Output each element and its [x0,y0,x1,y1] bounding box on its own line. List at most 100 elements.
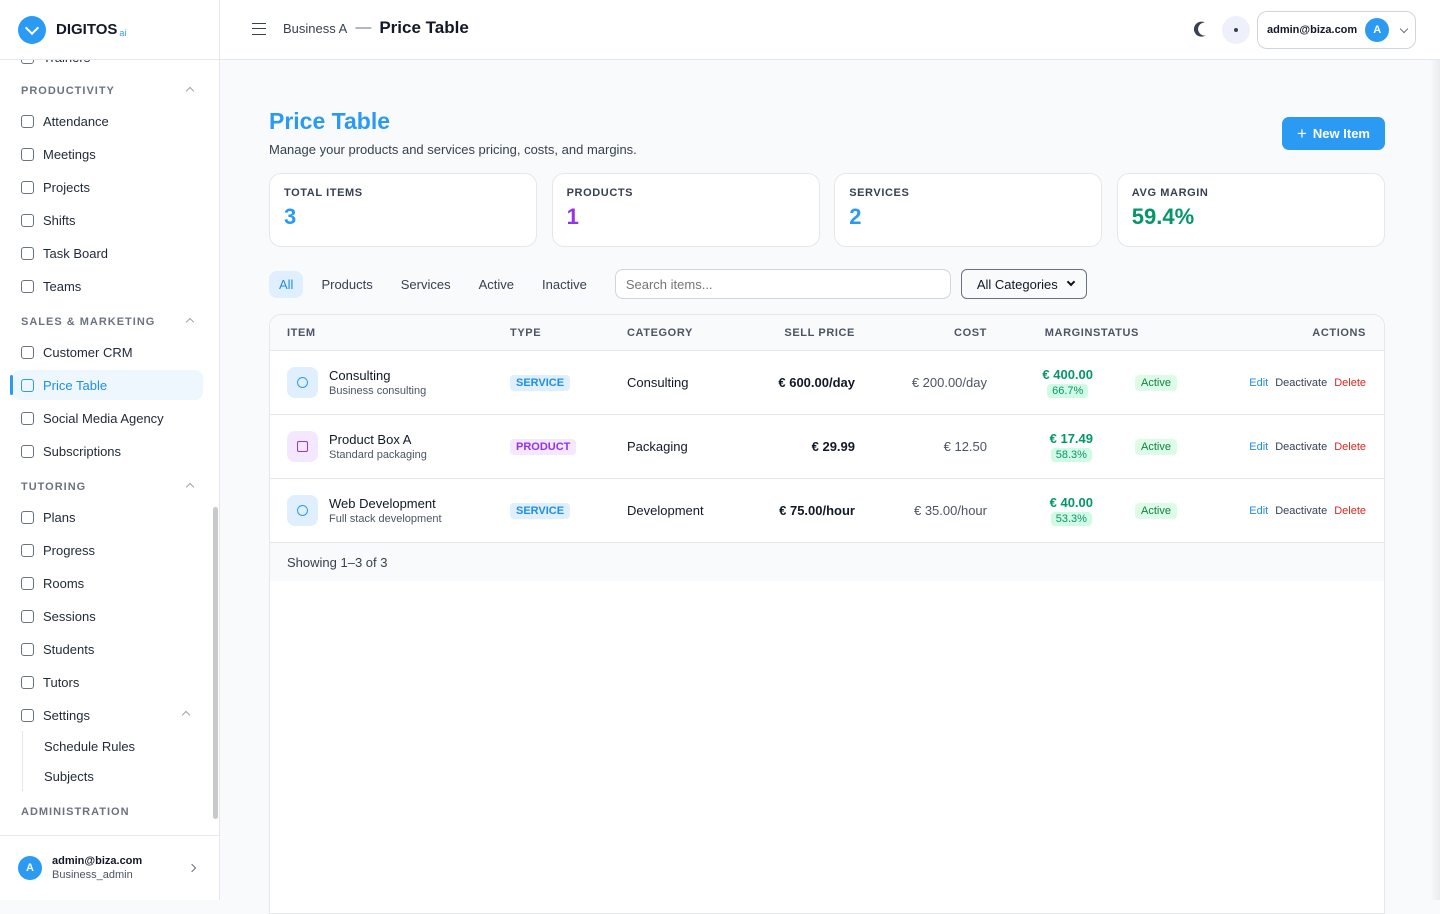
nav-item[interactable]: Plans [12,502,203,532]
nav-item[interactable]: Attendance [12,106,203,136]
sidebar-user[interactable]: A admin@biza.com Business_admin [0,835,219,900]
nav-icon [21,213,34,227]
nav-label: Students [43,641,95,657]
nav-icon [21,279,34,293]
select-label: All Categories [976,276,1058,292]
category-cell: Packaging [627,439,688,454]
nav-item[interactable]: Subscriptions [12,436,203,466]
nav-item[interactable]: Rooms [12,568,203,598]
topbar: Business A — Price Table admin@biza.com … [220,0,1440,60]
theme-toggle[interactable] [1196,21,1213,38]
scrollbar[interactable] [213,507,218,819]
filter-tab[interactable]: Products [321,276,373,292]
action-2[interactable]: Delete [1334,504,1366,517]
section-header[interactable]: SALES & MARKETING [21,316,195,328]
column-header: TYPE [510,326,542,339]
nav-item[interactable]: Settings [12,700,203,730]
item-description: Business consulting [329,385,427,397]
nav-item[interactable]: Trainers [12,60,203,72]
margin-cell: € 17.49 58.3% [987,431,1093,462]
section-header[interactable]: ADMINISTRATION [21,806,193,818]
margin-amount: € 17.49 [1049,431,1093,446]
brand[interactable]: DIGITOS ai [0,0,219,60]
icon-glyph [297,505,308,516]
stat-value: 2 [849,204,862,229]
stat-label: PRODUCTS [566,187,634,199]
nav-item[interactable]: Progress [12,535,203,565]
action-2[interactable]: Delete [1334,440,1366,453]
section-title: TUTORING [21,481,87,493]
search-input[interactable] [614,269,951,299]
actions-cell: Edit Deactivate Delete [1230,377,1366,389]
action-1[interactable]: Deactivate [1275,504,1328,517]
action-2[interactable]: Delete [1334,376,1366,389]
nav-item[interactable]: Meetings [12,139,203,169]
actions-cell: Edit Deactivate Delete [1230,441,1366,453]
column-header: ITEM [287,326,316,339]
table-footer: Showing 1–3 of 3 [270,543,1384,581]
nav-label: Attendance [43,113,109,129]
nav-label: Plans [43,509,76,525]
type-cell: SERVICE [510,374,627,391]
type-badge: SERVICE [510,375,571,391]
nav-icon [21,60,34,64]
column-header: STATUS [1093,326,1139,339]
account-menu[interactable]: admin@biza.com A [1257,11,1416,49]
page-title: Price Table [269,108,391,134]
dot [1234,28,1238,32]
table-row: Web Development Full stack development SER… [270,479,1384,543]
section-header[interactable]: TUTORING [21,481,195,493]
table-row: Product Box A Standard packaging PRODUCT Pa… [270,415,1384,479]
action-0[interactable]: Edit [1249,504,1269,517]
nav-label: Social Media Agency [43,410,164,426]
item-text: Consulting Business consulting [329,368,426,397]
nav-item[interactable]: Social Media Agency [12,403,203,433]
margin-percent: 53.3% [1050,512,1092,526]
nav-label: Tutors [43,674,80,690]
price-table: ITEM TYPE CATEGORY SELL PRICE COST MARGIN STAT… [269,314,1385,914]
breadcrumb-parent[interactable]: Business A [283,20,348,36]
category-select[interactable]: All Categories [960,269,1087,299]
filter-tab[interactable]: Services [400,276,451,292]
icon-glyph [297,441,308,452]
margin-cell: € 400.00 66.7% [987,367,1093,398]
item-name: Web Development [329,496,436,511]
stat-card: AVG MARGIN 59.4% [1116,173,1385,247]
nav-item[interactable]: Price Table [10,370,203,400]
filter-tab[interactable]: Inactive [542,276,587,292]
new-item-button[interactable]: + New Item [1282,117,1385,150]
nav-item[interactable]: Tutors [12,667,203,697]
item-text: Web Development Full stack development [329,496,442,525]
item-name: Consulting [329,368,391,383]
stat-value: 59.4% [1131,204,1195,229]
section-header[interactable]: PRODUCTIVITY [21,85,195,97]
nav-subitem[interactable]: Schedule Rules [22,731,202,761]
action-1[interactable]: Deactivate [1275,440,1328,453]
type-cell: SERVICE [510,502,627,519]
nav-item[interactable]: Customer CRM [12,337,203,367]
nav-label: Meetings [43,146,96,162]
nav-item[interactable]: Sessions [12,601,203,631]
filter-tab[interactable]: Active [478,276,515,292]
filter-tab[interactable]: All [269,270,304,298]
nav-icon [21,246,34,260]
account-email: admin@biza.com [1267,24,1358,36]
assistant-button[interactable] [1222,16,1250,44]
nav-icon [21,378,34,392]
nav-item[interactable]: Teams [12,271,203,301]
nav-label: Sessions [43,608,96,624]
nav-item[interactable]: Students [12,634,203,664]
chevron [1399,24,1409,33]
action-0[interactable]: Edit [1249,440,1269,453]
action-0[interactable]: Edit [1249,376,1269,389]
item-cell: Consulting Business consulting [287,367,510,398]
nav-subitem[interactable]: Subjects [22,761,202,791]
active-indicator [10,375,13,395]
nav-item[interactable]: Shifts [12,205,203,235]
menu-button[interactable] [252,23,266,35]
action-1[interactable]: Deactivate [1275,376,1328,389]
nav-item[interactable]: Task Board [12,238,203,268]
logo [18,15,46,44]
stat-value: 1 [566,204,579,229]
nav-item[interactable]: Projects [12,172,203,202]
